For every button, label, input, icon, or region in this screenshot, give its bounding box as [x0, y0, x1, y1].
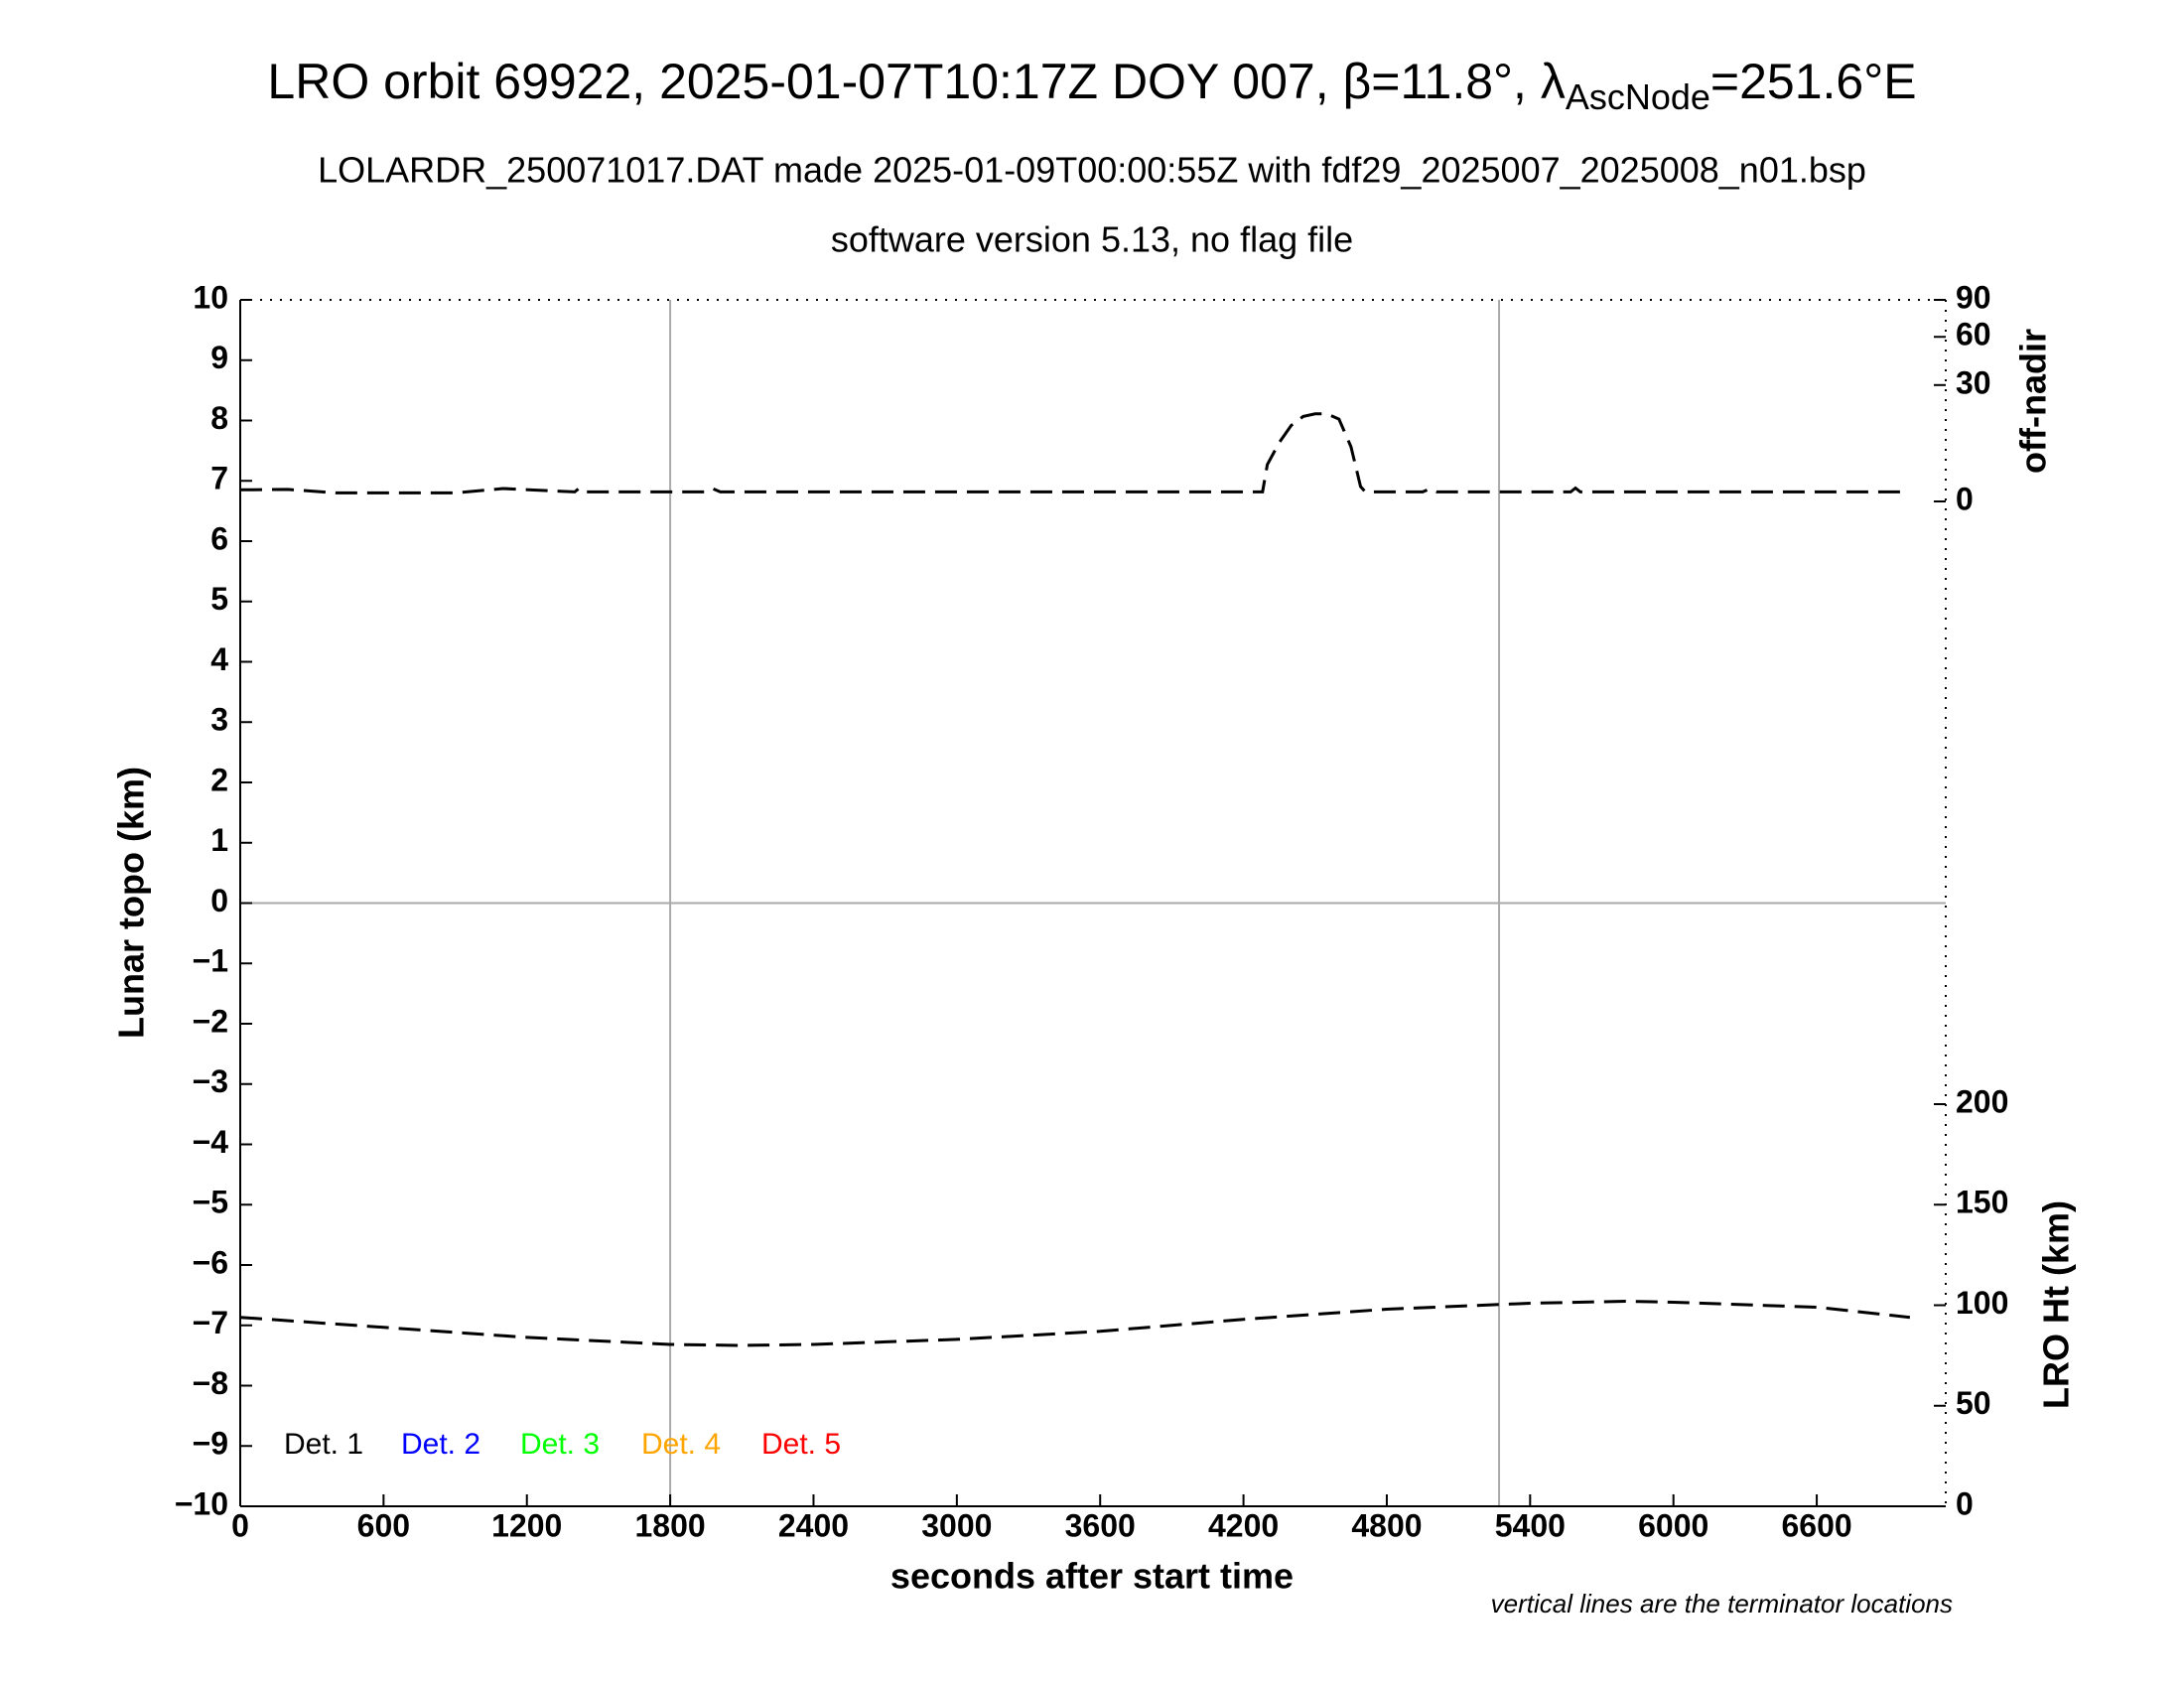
title-subscript: AscNode — [1566, 76, 1710, 117]
y-axis-label: Lunar topo (km) — [111, 767, 152, 1039]
y-tick-label: 0 — [210, 883, 228, 918]
x-tick-label: 5400 — [1495, 1507, 1566, 1543]
x-tick-label: 3000 — [921, 1507, 992, 1543]
x-tick-label: 2400 — [778, 1507, 849, 1543]
y3-axis-label: LRO Ht (km) — [2036, 1200, 2077, 1409]
y-tick-label: 4 — [210, 641, 228, 677]
legend-entry: Det. 1 — [284, 1428, 363, 1461]
y-tick-label: −1 — [193, 943, 228, 979]
y2-tick-label: 60 — [1956, 317, 1991, 352]
y3-tick-label: 100 — [1956, 1285, 2008, 1321]
y-tick-label: 6 — [210, 520, 228, 556]
y-tick-label: −4 — [193, 1124, 229, 1160]
x-tick-label: 1200 — [491, 1507, 562, 1543]
x-tick-label: 1800 — [635, 1507, 706, 1543]
chart-title: LRO orbit 69922, 2025-01-07T10:17Z DOY 0… — [267, 54, 1916, 116]
y2-tick-label: 90 — [1956, 279, 1991, 315]
x-tick-label: 6000 — [1638, 1507, 1708, 1543]
y-tick-label: −7 — [193, 1305, 228, 1340]
y-tick-label: 8 — [210, 400, 228, 436]
data-line — [239, 412, 1910, 494]
y-tick-label: −2 — [193, 1003, 228, 1039]
x-tick-label: 6600 — [1781, 1507, 1851, 1543]
x-tick-label: 600 — [357, 1507, 410, 1543]
x-tick-label: 3600 — [1065, 1507, 1136, 1543]
legend-entry: Det. 4 — [641, 1428, 721, 1461]
y-tick-label: 9 — [210, 340, 228, 375]
x-tick-label: 4200 — [1208, 1507, 1279, 1543]
y-tick-label: 10 — [193, 279, 228, 315]
y-tick-label: 1 — [210, 822, 228, 858]
x-tick-label: 4800 — [1351, 1507, 1422, 1543]
legend-entry: Det. 5 — [761, 1428, 841, 1461]
data-line — [239, 1299, 1911, 1347]
y2-tick-label: 30 — [1956, 364, 1991, 400]
y-tick-label: −10 — [175, 1485, 228, 1521]
x-axis-label: seconds after start time — [890, 1556, 1294, 1597]
y-tick-label: 5 — [210, 581, 228, 617]
y3-tick-label: 200 — [1956, 1083, 2008, 1119]
y2-axis-label: off-nadir — [2013, 329, 2054, 474]
y-tick-label: 2 — [210, 762, 228, 797]
y3-tick-label: 50 — [1956, 1385, 1991, 1421]
y3-tick-label: 150 — [1956, 1185, 2008, 1220]
title-main: LRO orbit 69922, 2025-01-07T10:17Z DOY 0… — [267, 54, 1565, 109]
note: vertical lines are the terminator locati… — [1491, 1589, 1953, 1618]
y-tick-label: −6 — [193, 1244, 228, 1280]
y-tick-label: 7 — [210, 461, 228, 496]
y-tick-label: −5 — [193, 1185, 228, 1220]
subtitle: software version 5.13, no flag file — [831, 219, 1353, 260]
y2-tick-label: 0 — [1956, 481, 1974, 516]
x-tick-label: 0 — [231, 1507, 249, 1543]
subtitle: LOLARDR_250071017.DAT made 2025-01-09T00… — [318, 150, 1866, 191]
y-tick-label: −8 — [193, 1365, 228, 1401]
y-tick-label: −3 — [193, 1063, 228, 1099]
y-tick-label: 3 — [210, 702, 228, 738]
title-end: =251.6°E — [1710, 54, 1917, 109]
legend-entry: Det. 2 — [401, 1428, 480, 1461]
legend-entry: Det. 3 — [520, 1428, 600, 1461]
y-tick-label: −9 — [193, 1426, 228, 1462]
y3-tick-label: 0 — [1956, 1485, 1974, 1521]
